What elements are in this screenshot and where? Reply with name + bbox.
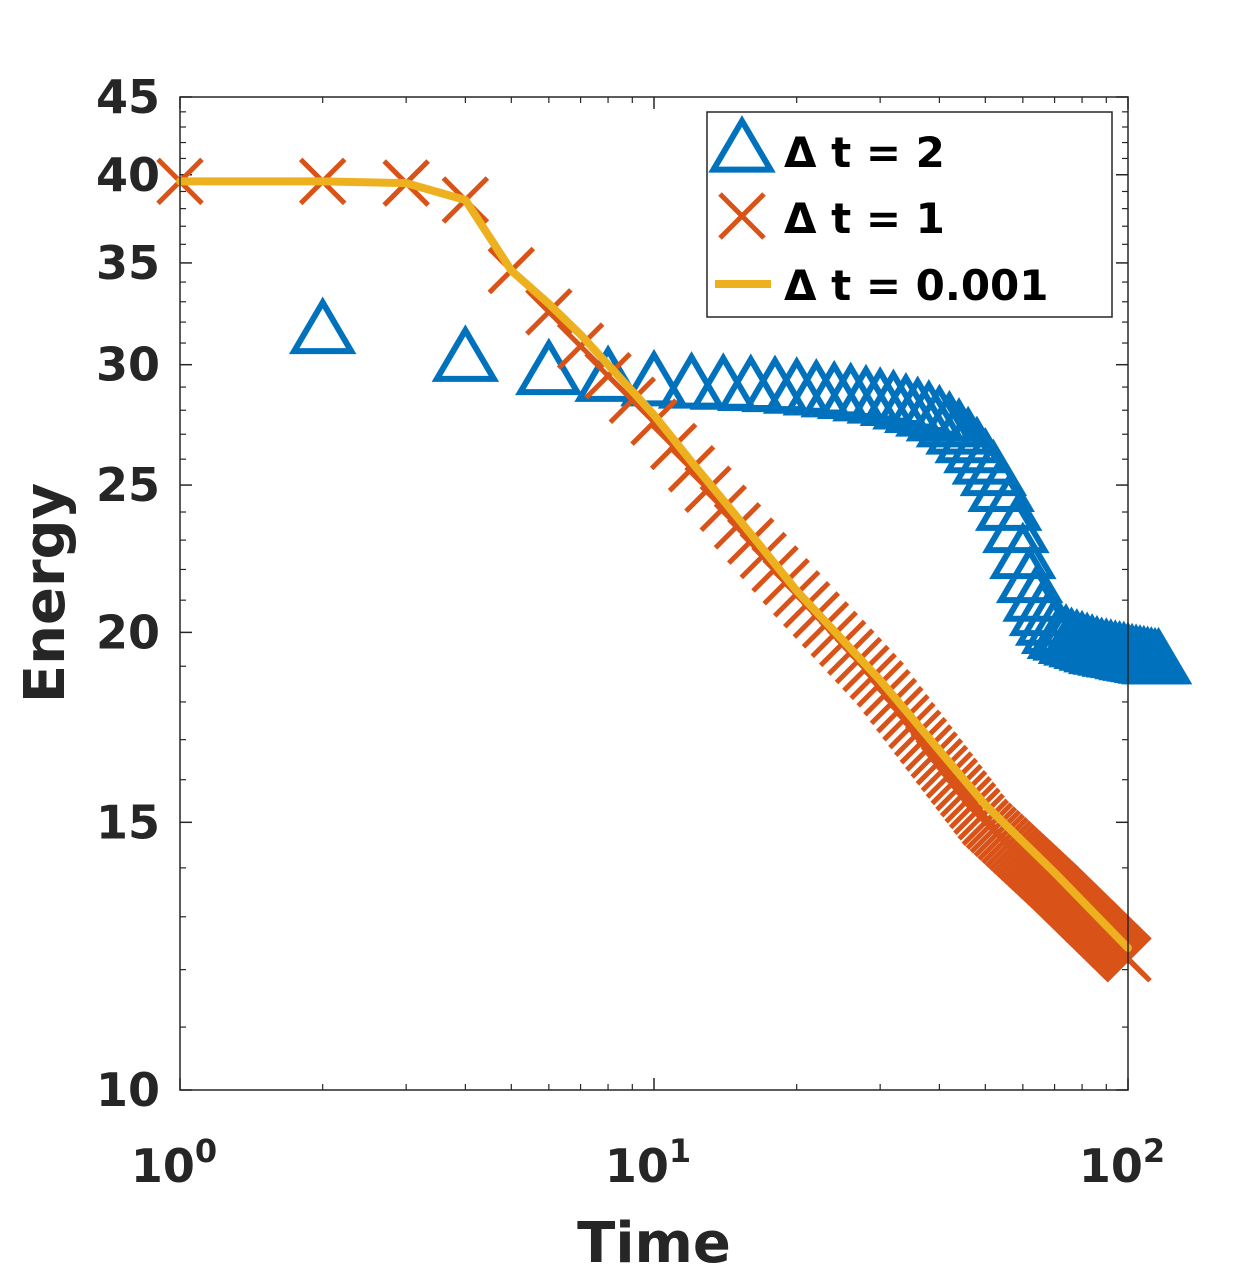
series-layer [156, 157, 1193, 983]
legend: Δ t = 2 Δ t = 1 Δ t = 0.001 [706, 111, 1113, 318]
x-tick-label: 101 [605, 1132, 691, 1193]
x-axis-title: Time [577, 1211, 731, 1276]
y-tick-label: 10 [96, 1063, 160, 1117]
triangle-marker [974, 473, 1043, 531]
legend-triangle-icon [708, 115, 776, 173]
triangle-marker [995, 545, 1064, 604]
legend-label-dt2: Δ t = 2 [784, 128, 945, 177]
y-tick-label: 40 [96, 148, 160, 202]
legend-icons [708, 115, 776, 288]
x-tick-label: 102 [1079, 1132, 1165, 1193]
triangle-marker [288, 296, 357, 355]
series-dt0001-line [176, 177, 1132, 952]
y-tick-label: 20 [96, 605, 160, 659]
triangle-marker [657, 351, 726, 409]
triangle-marker [515, 337, 583, 396]
series-dt2 [288, 296, 1193, 685]
triangle-marker [982, 495, 1050, 554]
y-tick-label: 45 [96, 70, 160, 124]
y-axis-title: Energy [13, 483, 78, 703]
y-tick-label: 35 [96, 236, 160, 290]
triangle-marker [989, 521, 1057, 580]
plot-frame [179, 96, 1129, 1091]
legend-label-dt0001: Δ t = 0.001 [784, 261, 1049, 310]
legend-cross-icon [718, 192, 766, 240]
y-tick-label: 25 [96, 458, 160, 512]
triangle-marker [431, 324, 500, 382]
triangle-marker [967, 454, 1035, 512]
y-tick-label: 30 [96, 338, 160, 392]
triangle-marker [1124, 626, 1193, 685]
legend-box [706, 111, 1113, 318]
y-tick-label: 15 [96, 795, 160, 849]
tick-labels: 100 101 102 10 15 20 25 30 35 40 45 [96, 70, 1165, 1193]
triangle-marker [620, 348, 688, 407]
legend-label-dt1: Δ t = 1 [784, 194, 945, 243]
x-tick-label: 100 [131, 1132, 217, 1193]
